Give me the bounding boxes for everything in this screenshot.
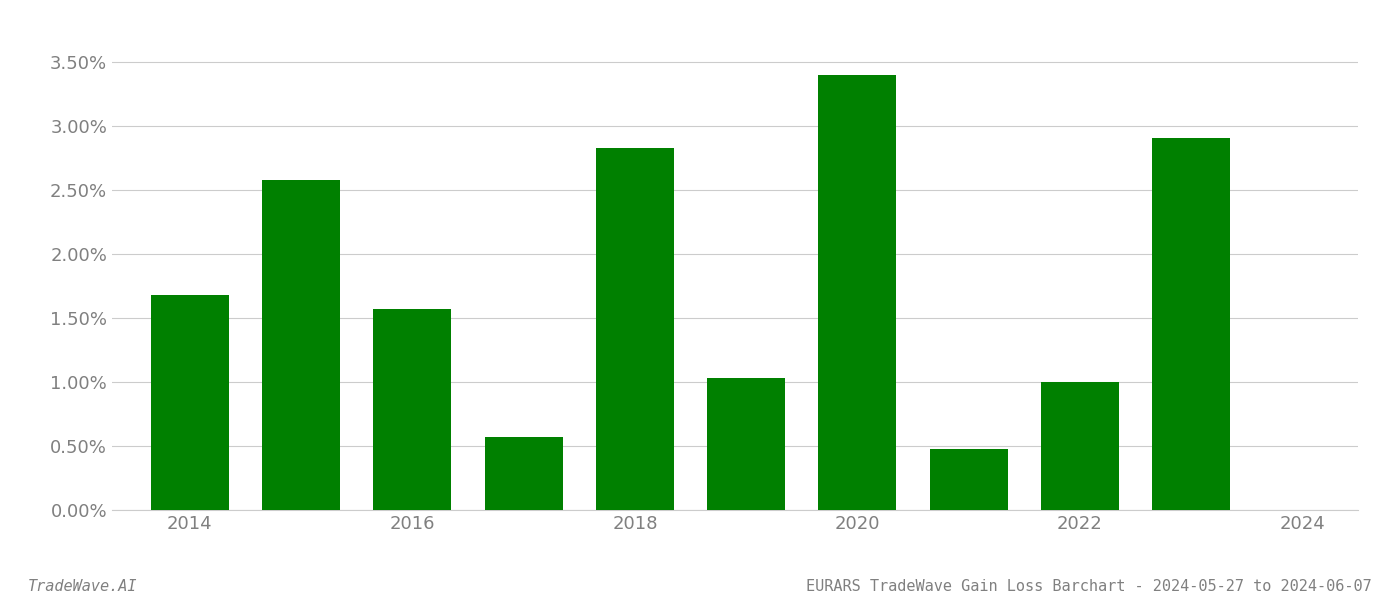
Bar bbox=[596, 148, 673, 510]
Bar bbox=[1042, 382, 1119, 510]
Bar bbox=[484, 437, 563, 510]
Bar bbox=[707, 378, 785, 510]
Bar bbox=[819, 75, 896, 510]
Bar bbox=[374, 309, 451, 510]
Bar bbox=[930, 449, 1008, 510]
Bar bbox=[262, 180, 340, 510]
Bar bbox=[1152, 137, 1231, 510]
Text: TradeWave.AI: TradeWave.AI bbox=[28, 579, 137, 594]
Bar bbox=[151, 295, 228, 510]
Text: EURARS TradeWave Gain Loss Barchart - 2024-05-27 to 2024-06-07: EURARS TradeWave Gain Loss Barchart - 20… bbox=[806, 579, 1372, 594]
